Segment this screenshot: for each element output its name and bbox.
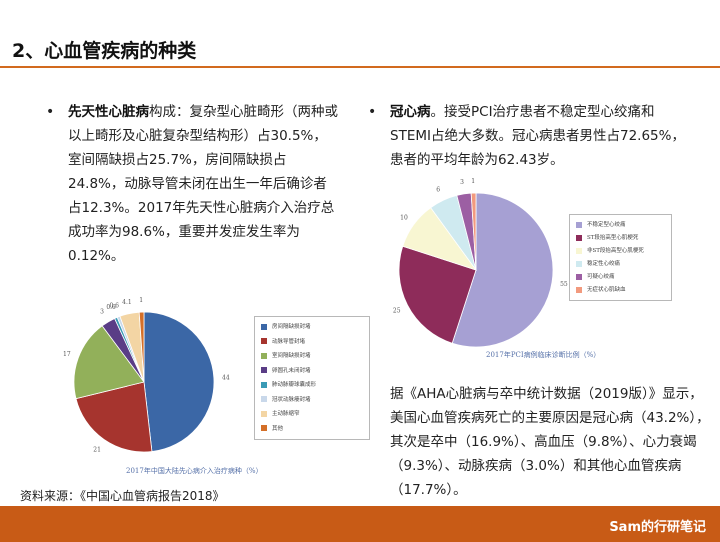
legend-swatch [576,286,582,293]
legend-label: 不稳定型心绞痛 [587,222,626,228]
pie-data-label-7: 4.1 [122,299,132,306]
legend-item-5: 肺动脉瓣球囊成形 [261,381,316,390]
legend-item-3: 室间隔缺损封堵 [261,352,311,361]
pie-data-label-6: 1 [471,178,475,185]
pie-data-label-4: 3 [100,309,104,316]
pci-pie-svg: 55 25 10 6 3 1 [393,178,568,348]
legend-swatch [261,396,267,402]
pie-slice-1 [143,311,215,452]
legend-label: ST段抬高型心肌梗死 [587,235,639,241]
bullet-text: 据《AHA心脏病与卒中统计数据（2019版）》显示，美国心血管疾病死亡的主要原因… [390,386,710,498]
pie-slice-1 [451,192,554,348]
legend-swatch [576,221,582,228]
source-note: 资料来源：《中国心血管病报告2018》 [20,489,225,503]
legend-swatch [261,425,267,431]
bullet-aha-statistics: • 据《AHA心脏病与卒中统计数据（2019版）》显示，美国心血管疾病死亡的主要… [368,382,716,502]
brand-name: Sam的行研笔记 [609,520,706,535]
pie-slice-8 [138,311,145,383]
bullet-coronary-heart-disease: • 冠心病。接受PCI治疗患者不稳定型心绞痛和STEMI占绝大多数。冠心病患者男… [368,100,690,172]
pie-slice-2 [398,245,477,344]
legend-label: 主动脉缩窄 [272,411,300,417]
legend-swatch [576,247,582,254]
pie-data-label-2: 21 [93,446,101,453]
pie-slice-2 [75,381,153,453]
pci-pie-chart: 55 25 10 6 3 1 不稳定型心绞痛 ST段抬高型心肌梗死 非ST段抬高型心肌梗死 稳定… [378,170,672,362]
pie-data-label-5: 0.6 [106,304,116,311]
pie-data-label-6: 0.6 [109,303,119,310]
legend-label: 其他 [272,425,284,432]
bullet-text: 构成：复杂型心脏畸形（两种或以上畸形及心脏复杂型结构形）占30.5%，室间隔缺损… [68,104,338,264]
legend-item-6: 冠状动脉瘘封堵 [261,396,311,405]
legend-item-4: 稳定性心绞痛 [576,260,620,269]
legend-label: 可疑心绞痛 [587,274,615,280]
legend-label: 冠状动脉瘘封堵 [272,396,311,403]
footer-bar: Sam的行研笔记 [0,506,720,542]
legend-item-7: 主动脉缩窄 [261,410,300,419]
legend-label: 卵圆孔未闭封堵 [272,367,311,374]
legend-item-1: 不稳定型心绞痛 [576,221,626,230]
legend-swatch [576,273,582,280]
legend-item-2: 动脉导管封堵 [261,338,305,347]
legend-label: 稳定性心绞痛 [587,261,621,267]
congenital-pie-chart: 44 21 17 3 0.6 0.6 4.1 1 房间隔缺损封堵 动脉导管封堵 室间隔缺损封堵 卵圆… [48,278,376,480]
pie-slice-6 [470,192,477,271]
legend-item-6: 无症状心肌缺血 [576,286,626,295]
legend-label: 非ST段抬高型心肌梗死 [587,248,644,254]
bullet-heading: 先天性心脏病 [68,104,149,120]
legend-item-4: 卵圆孔未闭封堵 [261,367,311,376]
legend-swatch [261,338,267,344]
pie-data-label-4: 6 [436,186,440,193]
pie-data-label-5: 3 [460,179,464,186]
legend-swatch [261,410,267,417]
bullet-heading: 冠心病 [390,104,431,120]
pie-data-label-1: 55 [560,281,568,288]
pie-data-label-8: 1 [139,297,143,304]
pci-pie-caption: 2017年PCI病例临床诊断比例（%） [486,351,601,359]
congenital-pie-caption: 2017年中国大陆先心病介入治疗病种（%） [126,467,263,475]
page-title: 2、心血管疾病的种类 [12,40,197,62]
pie-data-label-3: 17 [63,351,71,358]
pie-data-label-2: 25 [393,307,401,314]
pie-slice-3 [73,325,145,400]
legend-label: 无症状心肌缺血 [587,287,626,293]
legend-swatch [261,367,267,373]
bullet-congenital-heart-disease: • 先天性心脏病构成：复杂型心脏畸形（两种或以上畸形及心脏复杂型结构形）占30.… [46,100,338,268]
legend-label: 房间隔缺损封堵 [272,324,311,330]
bullet-text: 。接受PCI治疗患者不稳定型心绞痛和STEMI占绝大多数。冠心病患者男性占72.… [390,104,685,168]
legend-item-3: 非ST段抬高型心肌梗死 [576,247,644,256]
legend-swatch [261,352,267,359]
legend-label: 肺动脉瓣球囊成形 [272,382,317,388]
pie-data-label-1: 44 [222,374,230,381]
legend-swatch [576,234,582,241]
bullet-marker: • [46,104,55,120]
pie-data-label-3: 10 [400,215,408,222]
legend-swatch [261,323,267,330]
legend-label: 动脉导管封堵 [272,338,306,345]
title-divider [0,66,720,68]
legend-label: 室间隔缺损封堵 [272,353,311,359]
pci-pie-legend: 不稳定型心绞痛 ST段抬高型心肌梗死 非ST段抬高型心肌梗死 稳定性心绞痛 可疑心绞痛无… [569,214,672,301]
legend-swatch [261,381,267,388]
legend-item-8: 其他 [261,425,283,434]
legend-item-1: 房间隔缺损封堵 [261,323,311,332]
bullet-marker: • [368,104,377,120]
legend-item-5: 可疑心绞痛 [576,273,615,282]
legend-item-2: ST段抬高型心肌梗死 [576,234,638,243]
legend-swatch [576,260,582,267]
congenital-pie-legend: 房间隔缺损封堵 动脉导管封堵 室间隔缺损封堵 卵圆孔未闭封堵 肺动脉瓣球囊成形 冠状动脉瘘… [254,316,370,440]
